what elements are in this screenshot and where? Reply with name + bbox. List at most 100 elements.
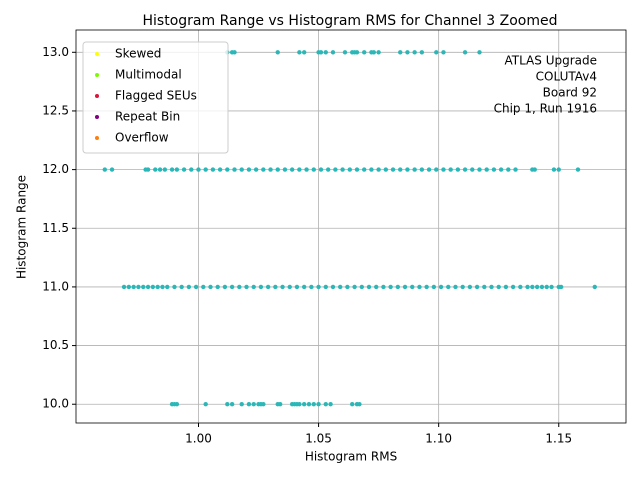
point: [376, 50, 381, 55]
legend-label: Multimodal: [115, 68, 182, 82]
point: [275, 167, 280, 172]
point: [193, 284, 199, 290]
point: [434, 50, 439, 55]
point: [261, 167, 266, 172]
point: [484, 167, 489, 172]
point: [551, 167, 557, 172]
point: [328, 402, 333, 407]
point: [222, 284, 228, 290]
point: [530, 284, 535, 290]
point: [217, 167, 223, 172]
point: [239, 402, 244, 407]
point: [136, 284, 141, 290]
legend-marker: [95, 94, 99, 98]
point: [294, 284, 300, 290]
point: [246, 167, 252, 172]
point: [323, 284, 328, 290]
point: [460, 284, 465, 290]
point: [354, 50, 360, 55]
point: [318, 167, 324, 172]
point: [357, 402, 362, 407]
y-tick-label: 12.5: [42, 103, 69, 117]
point: [467, 284, 473, 290]
point: [301, 284, 307, 290]
point: [330, 50, 336, 55]
point: [301, 402, 307, 407]
point: [153, 167, 158, 172]
point: [229, 284, 235, 290]
point: [477, 167, 482, 172]
point: [426, 167, 432, 172]
point: [388, 284, 393, 290]
point: [225, 167, 230, 172]
point: [297, 50, 302, 55]
x-tick-label: 1.05: [305, 432, 332, 446]
point: [282, 167, 288, 172]
chart-title: Histogram Range vs Histogram RMS for Cha…: [143, 13, 558, 29]
point: [275, 50, 280, 55]
point: [352, 284, 357, 290]
point: [289, 167, 295, 172]
y-tick-label: 11.0: [42, 279, 69, 293]
point: [121, 284, 127, 290]
point: [405, 167, 410, 172]
point: [201, 284, 206, 290]
point: [239, 167, 244, 172]
point: [280, 284, 285, 290]
point: [374, 284, 379, 290]
point: [556, 167, 561, 172]
x-tick-label: 1.15: [545, 432, 572, 446]
point: [419, 167, 425, 172]
point: [470, 167, 475, 172]
point: [482, 284, 487, 290]
point: [186, 284, 192, 290]
point: [412, 167, 417, 172]
point: [174, 402, 180, 407]
point: [251, 402, 256, 407]
point: [215, 284, 220, 290]
point: [165, 284, 170, 290]
point: [340, 167, 345, 172]
point: [539, 284, 545, 290]
point: [462, 50, 468, 55]
point: [318, 50, 324, 55]
point: [261, 402, 266, 407]
point: [398, 167, 403, 172]
point: [412, 50, 417, 55]
point: [347, 167, 352, 172]
point: [232, 167, 237, 172]
plot-frame: [75, 29, 627, 424]
point: [174, 167, 180, 172]
point: [462, 167, 468, 172]
point: [145, 167, 151, 172]
point: [287, 284, 292, 290]
point: [453, 284, 458, 290]
point: [395, 284, 401, 290]
point: [126, 284, 132, 290]
point: [246, 402, 252, 407]
point: [575, 167, 581, 172]
legend-label: Flagged SEUs: [115, 89, 197, 103]
point: [304, 167, 309, 172]
point: [316, 284, 321, 290]
point: [350, 402, 355, 407]
point: [532, 167, 537, 172]
annotation: Board 92: [539, 86, 597, 100]
legend-label: Repeat Bin: [115, 110, 180, 124]
point: [383, 167, 389, 172]
point: [474, 284, 480, 290]
point: [337, 284, 343, 290]
annotation: Chip 1, Run 1916: [494, 102, 597, 116]
point: [210, 167, 216, 172]
legend-marker: [95, 52, 99, 56]
point: [359, 284, 365, 290]
point: [441, 167, 446, 172]
x-axis-label: Histogram RMS: [305, 450, 397, 464]
point: [390, 167, 396, 172]
point: [273, 284, 278, 290]
point: [189, 167, 194, 172]
point: [405, 50, 410, 55]
x-tick-label: 1.10: [425, 432, 452, 446]
point: [225, 402, 230, 407]
point: [342, 50, 348, 55]
